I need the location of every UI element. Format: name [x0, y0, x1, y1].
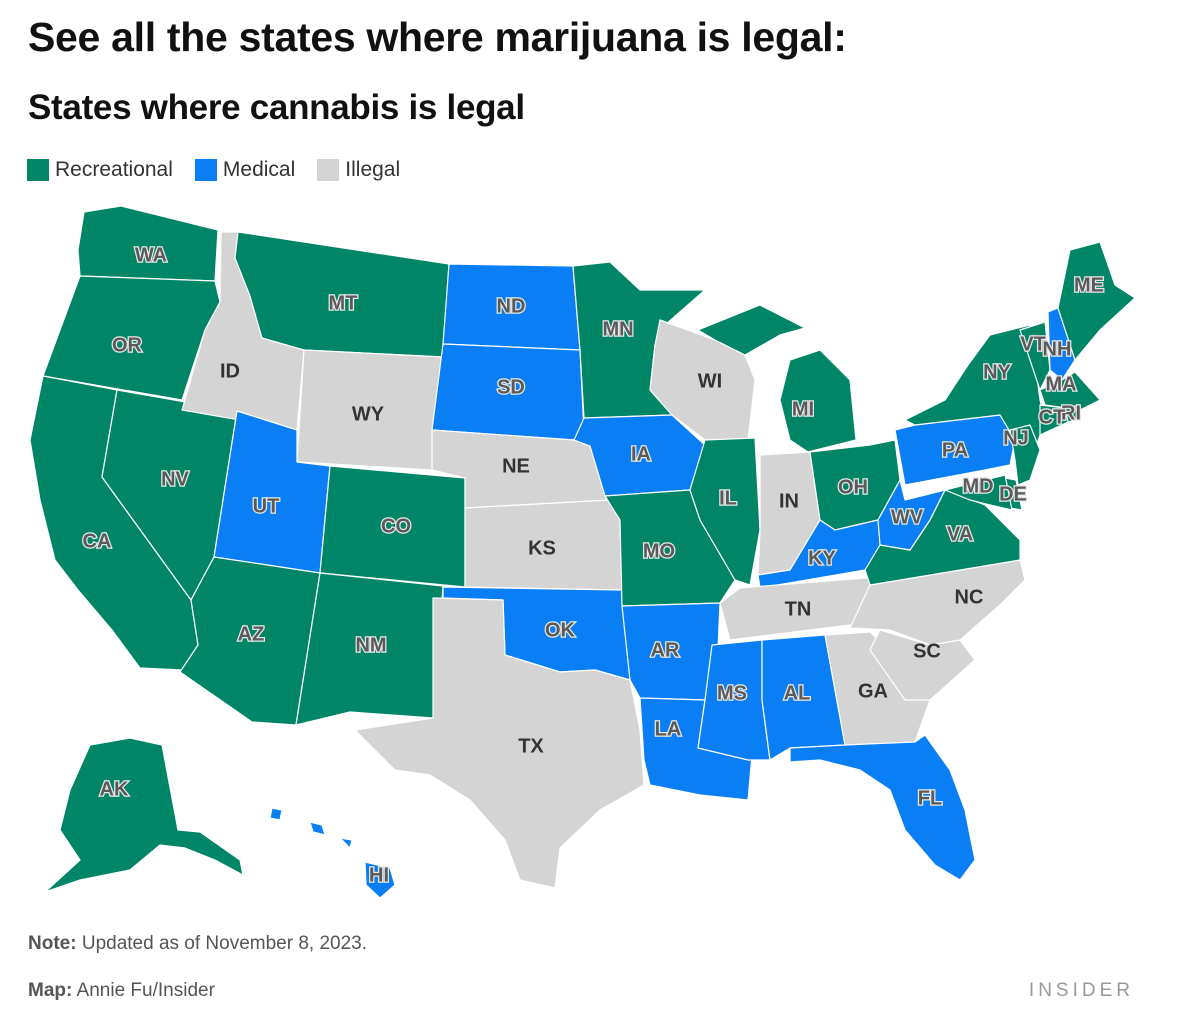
legend-label-illegal: Illegal	[345, 158, 401, 181]
state-label-ak: AK	[100, 778, 129, 800]
state-label-ct: CT	[1039, 406, 1066, 428]
state-label-mn: MN	[602, 318, 633, 340]
state-label-nm: NM	[355, 634, 386, 656]
map-title: States where cannabis is legal	[28, 88, 525, 127]
state-label-wy: WY	[352, 403, 385, 425]
state-label-ny: NY	[983, 361, 1011, 383]
state-label-nh: NH	[1043, 338, 1072, 360]
state-label-in: IN	[779, 490, 799, 512]
state-wv	[877, 479, 946, 551]
map-credit: Map: Annie Fu/Insider	[28, 980, 215, 1002]
state-label-wi: WI	[698, 370, 722, 392]
legend-item-recreational: Recreational	[27, 158, 173, 182]
state-ga	[824, 631, 931, 746]
state-label-sc: SC	[913, 640, 941, 662]
state-label-ma: MA	[1045, 373, 1076, 395]
state-label-ne: NE	[502, 455, 530, 477]
state-label-mo: MO	[643, 540, 675, 562]
state-shapes	[29, 205, 1136, 899]
state-label-ut: UT	[253, 495, 280, 517]
state-label-nj: NJ	[1003, 427, 1029, 449]
legend-item-medical: Medical	[194, 158, 296, 182]
state-hi	[269, 807, 396, 899]
state-label-az: AZ	[238, 623, 265, 645]
state-label-oh: OH	[838, 476, 868, 498]
state-ak	[44, 737, 244, 893]
state-label-md: MD	[962, 475, 993, 497]
legend-swatch-recreational	[27, 159, 49, 181]
state-label-il: IL	[719, 487, 737, 509]
legend-item-illegal: Illegal	[317, 158, 400, 182]
legend: Recreational Medical Illegal	[27, 158, 400, 182]
state-label-mi: MI	[792, 398, 814, 420]
state-label-or: OR	[112, 334, 143, 356]
state-label-ga: GA	[858, 680, 888, 702]
insider-logo: INSIDER	[1028, 980, 1134, 1001]
note: Note: Updated as of November 8, 2023.	[28, 933, 367, 955]
legend-swatch-medical	[194, 159, 217, 181]
state-ct	[1039, 404, 1069, 436]
state-label-wa: WA	[135, 244, 167, 266]
note-label: Note:	[28, 933, 77, 954]
state-tx	[354, 597, 645, 889]
state-mi	[697, 304, 857, 453]
state-label-me: ME	[1074, 274, 1104, 296]
state-label-ks: KS	[528, 537, 556, 559]
note-text: Updated as of November 8, 2023.	[76, 933, 368, 954]
state-label-ok: OK	[545, 619, 576, 641]
state-label-ca: CA	[83, 530, 112, 552]
state-label-al: AL	[784, 682, 811, 704]
state-label-ia: IA	[631, 443, 651, 465]
state-label-de: DE	[999, 483, 1027, 505]
state-label-nd: ND	[497, 295, 526, 317]
state-label-sd: SD	[497, 376, 525, 398]
state-nj	[1009, 424, 1041, 486]
state-label-mt: MT	[329, 292, 358, 314]
headline: See all the states where marijuana is le…	[28, 14, 847, 60]
state-md	[944, 474, 1013, 511]
state-label-vt: VT	[1020, 333, 1046, 355]
state-label-pa: PA	[942, 439, 968, 461]
credit-text: Annie Fu/Insider	[72, 980, 215, 1001]
state-labels: WA OR CA NV ID MT WY UT AZ CO NM ND SD NE KS OK TX MN IA MO…	[81, 243, 1105, 888]
state-label-nc: NC	[955, 586, 984, 608]
state-label-tn: TN	[785, 598, 812, 620]
state-label-nv: NV	[161, 468, 189, 490]
state-label-ar: AR	[651, 639, 680, 661]
state-nh	[1047, 307, 1076, 381]
legend-label-medical: Medical	[222, 158, 296, 181]
state-fl	[789, 734, 976, 881]
state-nm	[295, 572, 444, 726]
state-label-ri: RI	[1061, 402, 1081, 424]
state-label-hi: HI	[369, 864, 389, 886]
state-label-wv: WV	[891, 506, 924, 528]
state-il	[689, 437, 761, 586]
state-label-la: LA	[655, 718, 682, 740]
state-label-fl: FL	[918, 787, 942, 809]
state-label-id: ID	[220, 360, 240, 382]
state-or	[42, 275, 221, 401]
credit-label: Map:	[28, 980, 73, 1001]
legend-label-recreational: Recreational	[55, 158, 173, 181]
state-label-ky: KY	[808, 547, 836, 569]
state-label-tx: TX	[518, 735, 544, 757]
state-label-va: VA	[947, 523, 973, 545]
state-label-ms: MS	[717, 682, 747, 704]
legend-swatch-illegal	[317, 159, 340, 181]
state-me	[1057, 241, 1136, 361]
state-label-co: CO	[381, 515, 411, 537]
